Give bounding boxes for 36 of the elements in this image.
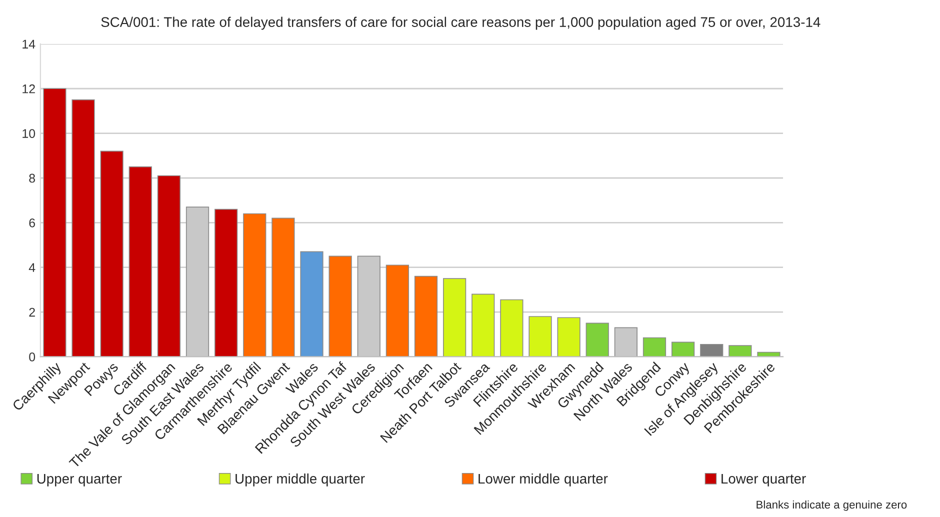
bar — [386, 264, 409, 357]
bar — [728, 345, 752, 357]
bar — [671, 342, 695, 357]
y-tick-label: 8 — [29, 174, 36, 183]
bar — [272, 218, 295, 357]
legend-label: Lower quarter — [722, 474, 806, 486]
bar — [443, 278, 466, 357]
legend-label: Lower middle quarter — [478, 473, 608, 486]
bar — [557, 317, 580, 357]
bar — [128, 166, 152, 357]
bar — [300, 251, 324, 357]
bar — [500, 299, 524, 357]
bar — [586, 322, 609, 357]
bar — [243, 213, 266, 357]
y-tick-label: 4 — [28, 263, 36, 272]
legend-label: Upper quarter — [37, 474, 122, 486]
legend-label: Upper middle quarter — [236, 473, 365, 486]
y-tick-label: 12 — [22, 84, 35, 94]
bar — [700, 344, 724, 357]
chart-title: SCA/001: The rate of delayed transfers of care for social care reasons per 1,000 population aged 75 or over, 2013-14 — [101, 16, 820, 30]
bar — [472, 294, 495, 357]
y-tick-label: 10 — [22, 129, 36, 138]
bar — [328, 256, 352, 357]
y-tick-label: 2 — [29, 308, 35, 317]
bar — [157, 175, 181, 357]
bar — [214, 208, 238, 357]
bar — [642, 337, 666, 357]
text: Blanks indicate a genuine zero — [756, 500, 907, 511]
y-tick-label: 14 — [22, 40, 36, 48]
bar — [43, 88, 66, 357]
y-tick-label: 6 — [29, 218, 36, 228]
bar — [414, 276, 438, 357]
bar — [72, 99, 95, 357]
y-tick-label: 0 — [29, 352, 36, 362]
bar — [528, 316, 552, 357]
bar — [100, 150, 124, 357]
